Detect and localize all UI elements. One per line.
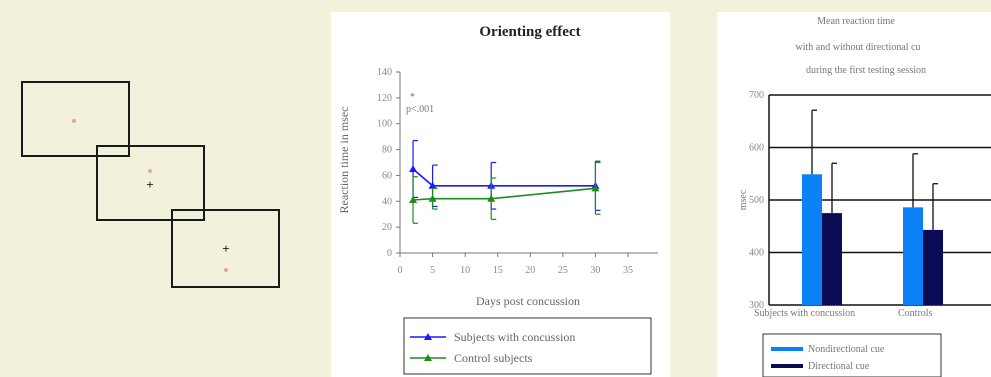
chart1-legend-marker (424, 333, 432, 340)
chart1-ylabel: Reaction time in msec (337, 107, 351, 214)
chart2-legend-label: Directional cue (808, 361, 870, 372)
chart1-x-tick-label: 10 (460, 265, 470, 276)
diagram-box-3 (171, 209, 280, 288)
chart1-y-tick-label: 100 (377, 119, 392, 130)
chart1-x-tick-label: 20 (525, 265, 535, 276)
chart1-x-tick-label: 5 (430, 265, 435, 276)
chart2-ylabel: msec (738, 189, 749, 210)
chart1-annotation-star: * (410, 92, 415, 103)
chart2-category-label: Controls (898, 308, 933, 319)
chart1-x-tick-label: 30 (590, 265, 600, 276)
chart1-x-tick-label: 35 (623, 265, 633, 276)
chart1-series-line-2 (412, 187, 596, 201)
chart1-title: Orienting effect (479, 24, 580, 40)
fixation-cross-1: + (146, 177, 153, 192)
chart1-y-tick-label: 80 (382, 145, 392, 156)
chart2-y-tick-label: 300 (749, 300, 764, 311)
chart1-y-tick-label: 120 (377, 93, 392, 104)
chart1-data-point (428, 181, 437, 189)
chart2-y-tick-label: 400 (749, 248, 764, 259)
chart2-bar (822, 213, 842, 305)
chart1-y-tick-label: 0 (387, 248, 392, 259)
chart2-y-tick-label: 500 (749, 195, 764, 206)
chart1-data-point (409, 195, 418, 203)
chart2-panel (717, 12, 991, 377)
chart1-y-tick-label: 60 (382, 170, 392, 181)
diagram-box-1 (21, 81, 130, 157)
chart1-annotation-p: p<.001 (406, 104, 434, 115)
chart2-bar (903, 207, 923, 305)
chart2-title-line-2: with and without directional cu (796, 42, 921, 53)
chart1-series-line-1 (412, 168, 596, 187)
chart2-y-tick-label: 700 (749, 90, 764, 101)
chart2-bar (923, 229, 943, 305)
chart1-y-tick-label: 40 (382, 196, 392, 207)
chart1-data-point (428, 194, 437, 202)
chart2-legend-swatch (771, 347, 803, 351)
orienting-effect-chart: Orienting effect 0 20 40 60 80 100 120 140 0 5 10 1… (331, 12, 670, 377)
chart1-legend-label: Subjects with concussion (454, 330, 575, 344)
mean-reaction-time-chart: Mean reaction time with and without dire… (717, 12, 991, 377)
cue-dot-3 (224, 268, 228, 272)
chart1-panel (331, 12, 670, 377)
chart2-y-tick-label: 600 (749, 143, 764, 154)
chart1-x-tick-label: 25 (558, 265, 568, 276)
chart2-legend-label: Nondirectional cue (808, 344, 885, 355)
chart1-xlabel: Days post concussion (476, 294, 580, 308)
chart1-legend-box (403, 317, 652, 375)
chart2-title-line-3: during the first testing session (806, 65, 926, 76)
chart1-x-tick-label: 0 (398, 265, 403, 276)
chart1-x-tick-label: 15 (493, 265, 503, 276)
chart2-title-line-1: Mean reaction time (817, 16, 895, 27)
chart2-category-label: Subjects with concussion (754, 308, 855, 319)
chart1-legend-label: Control subjects (454, 351, 533, 365)
chart1-data-point (487, 194, 496, 202)
chart1-y-tick-label: 20 (382, 222, 392, 233)
fixation-cross-2: + (222, 241, 229, 256)
cue-diagram: + + (21, 81, 280, 288)
chart1-y-tick-label: 140 (377, 67, 392, 78)
chart2-legend-box (762, 333, 942, 377)
chart1-data-point (591, 184, 600, 192)
chart2-bar (802, 174, 822, 305)
chart1-data-point (409, 164, 418, 172)
cue-dot-2 (148, 169, 152, 173)
cue-dot-1 (72, 119, 76, 123)
diagram-box-2 (96, 145, 205, 221)
chart2-legend-swatch (771, 364, 803, 368)
chart1-legend-marker (424, 354, 432, 361)
